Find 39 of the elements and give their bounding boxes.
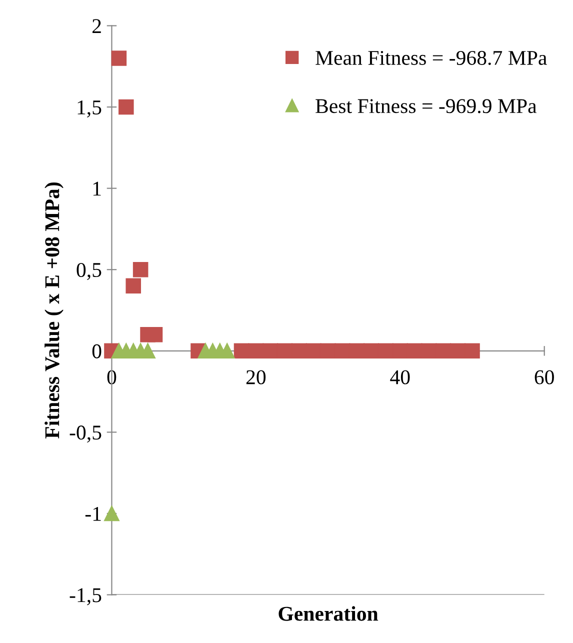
point (118, 99, 134, 115)
point (277, 343, 292, 359)
y-tick-label: 0 (92, 344, 102, 358)
point (364, 343, 379, 359)
x-axis-title: Generation (278, 606, 378, 621)
point (111, 50, 127, 66)
point (406, 343, 422, 359)
point (234, 343, 250, 359)
y-tick-label: 1 (93, 182, 101, 196)
point (320, 343, 336, 359)
y-tick-label: -1 (85, 506, 101, 521)
x-tick-label: 40 (390, 370, 410, 384)
point (436, 343, 452, 359)
point (421, 343, 437, 359)
y-tick-label: -0,5 (70, 426, 102, 443)
point (132, 262, 148, 278)
y-tick-label: 2 (92, 19, 101, 33)
point (104, 506, 120, 522)
legend-label: Best Fitness = -969.9 MPa (316, 99, 537, 114)
point (334, 343, 350, 359)
point (126, 278, 142, 294)
y-tick-label: 0,5 (76, 262, 102, 280)
point (464, 343, 480, 359)
point (450, 343, 466, 359)
point (349, 343, 365, 359)
point (248, 343, 264, 359)
x-tick-label: 0 (107, 370, 116, 384)
point (147, 326, 163, 342)
legend-label: Mean Fitness = -968.7 MPa (316, 50, 547, 66)
point (392, 343, 408, 359)
point (262, 343, 278, 359)
y-axis-title: Fitness Value ( x E +08 MPa) (44, 182, 64, 439)
x-tick-label: 20 (246, 370, 266, 384)
y-tick-label: 1,5 (78, 100, 102, 118)
y-tick-label: -1,5 (70, 588, 102, 606)
point (306, 343, 322, 359)
point (378, 343, 394, 359)
point (292, 343, 307, 359)
x-tick-label: 60 (534, 370, 554, 384)
